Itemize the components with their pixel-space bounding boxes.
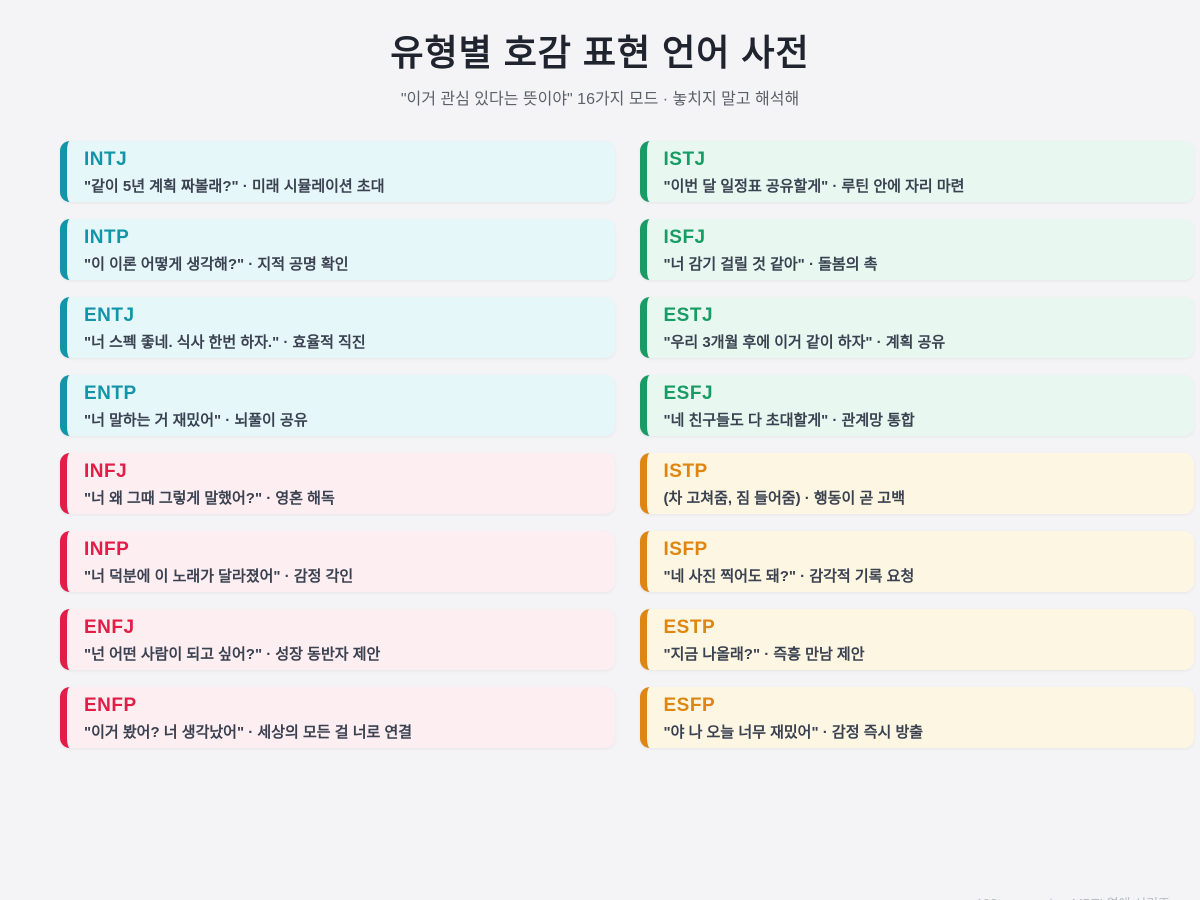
- page-title: 유형별 호감 표현 언어 사전: [390, 32, 810, 73]
- type-label: ENFJ: [84, 617, 135, 638]
- type-card-istj: ISTJ "이번 달 일정표 공유할게" · 루틴 안에 자리 마련: [639, 141, 1194, 202]
- type-card-isfj: ISFJ "너 감기 걸릴 것 같아" · 돌봄의 촉: [639, 219, 1194, 280]
- type-label: INFJ: [84, 461, 128, 482]
- type-card-enfj: ENFJ "넌 어떤 사람이 되고 싶어?" · 성장 동반자 제안: [60, 609, 615, 670]
- type-card-estp: ESTP "지금 나올래?" · 즉흥 만남 제안: [639, 609, 1194, 670]
- type-description: "너 왜 그때 그렇게 말했어?" · 영혼 해독: [84, 489, 335, 507]
- type-description: "야 나 오늘 너무 재밌어" · 감정 즉시 방출: [663, 723, 924, 741]
- type-card-grid: INTJ "같이 5년 계획 짜볼래?" · 미래 시뮬레이션 초대 INTP …: [60, 141, 1194, 748]
- type-card-enfp: ENFP "이거 봤어? 너 생각났어" · 세상의 모든 걸 너로 연결: [60, 687, 615, 748]
- type-description: (차 고쳐줌, 짐 들어줌) · 행동이 곧 고백: [663, 489, 906, 507]
- type-label: ESFJ: [663, 383, 714, 404]
- type-label: ENTP: [84, 383, 137, 404]
- type-card-isfp: ISFP "네 사진 찍어도 돼?" · 감각적 기록 요청: [639, 531, 1194, 592]
- type-description: "너 덕분에 이 노래가 달라졌어" · 감정 각인: [84, 567, 354, 585]
- type-label: INFP: [84, 539, 130, 560]
- type-label: ISTP: [663, 461, 708, 482]
- type-label: ISFJ: [663, 227, 706, 248]
- type-card-infj: INFJ "너 왜 그때 그렇게 말했어?" · 영혼 해독: [60, 453, 615, 514]
- type-card-entp: ENTP "너 말하는 거 재밌어" · 뇌풀이 공유: [60, 375, 615, 436]
- type-label: ISTJ: [663, 149, 706, 170]
- type-description: "이번 달 일정표 공유할게" · 루틴 안에 자리 마련: [663, 177, 965, 195]
- infographic-page: 유형별 호감 표현 언어 사전 "이거 관심 있다는 뜻이야" 16가지 모드 …: [0, 24, 1200, 900]
- column-left: INTJ "같이 5년 계획 짜볼래?" · 미래 시뮬레이션 초대 INTP …: [60, 141, 615, 748]
- type-label: ENFP: [84, 695, 137, 716]
- type-description: "너 말하는 거 재밌어" · 뇌풀이 공유: [84, 411, 308, 429]
- page-subtitle: "이거 관심 있다는 뜻이야" 16가지 모드 · 놓치지 말고 해석해: [400, 91, 800, 108]
- type-card-estj: ESTJ "우리 3개월 후에 이거 같이 하자" · 계획 공유: [639, 297, 1194, 358]
- type-description: "네 친구들도 다 초대할게" · 관계망 통합: [663, 411, 915, 429]
- type-label: INTP: [84, 227, 130, 248]
- type-description: "지금 나올래?" · 즉흥 만남 제안: [663, 645, 865, 663]
- type-card-intp: INTP "이 이론 어떻게 생각해?" · 지적 공명 확인: [60, 219, 615, 280]
- type-card-intj: INTJ "같이 5년 계획 짜볼래?" · 미래 시뮬레이션 초대: [60, 141, 615, 202]
- type-description: "같이 5년 계획 짜볼래?" · 미래 시뮬레이션 초대: [84, 177, 385, 195]
- type-label: INTJ: [84, 149, 128, 170]
- type-label: ESFP: [663, 695, 716, 716]
- type-description: "이거 봤어? 너 생각났어" · 세상의 모든 걸 너로 연결: [84, 723, 413, 741]
- type-card-esfj: ESFJ "네 친구들도 다 초대할게" · 관계망 통합: [639, 375, 1194, 436]
- type-label: ISFP: [663, 539, 708, 560]
- type-label: ESTP: [663, 617, 716, 638]
- type-card-entj: ENTJ "너 스펙 좋네. 식사 한번 하자." · 효율적 직진: [60, 297, 615, 358]
- type-description: "너 감기 걸릴 것 같아" · 돌봄의 촉: [663, 255, 878, 273]
- type-description: "네 사진 찍어도 돼?" · 감각적 기록 요청: [663, 567, 915, 585]
- type-label: ENTJ: [84, 305, 135, 326]
- type-description: "이 이론 어떻게 생각해?" · 지적 공명 확인: [84, 255, 349, 273]
- type-label: ESTJ: [663, 305, 714, 326]
- footer-credit: 192types.co.kr · MBTI 연애 시리즈: [976, 893, 1170, 900]
- type-card-infp: INFP "너 덕분에 이 노래가 달라졌어" · 감정 각인: [60, 531, 615, 592]
- type-card-esfp: ESFP "야 나 오늘 너무 재밌어" · 감정 즉시 방출: [639, 687, 1194, 748]
- type-description: "너 스펙 좋네. 식사 한번 하자." · 효율적 직진: [84, 333, 366, 351]
- type-description: "넌 어떤 사람이 되고 싶어?" · 성장 동반자 제안: [84, 645, 381, 663]
- type-description: "우리 3개월 후에 이거 같이 하자" · 계획 공유: [663, 333, 946, 351]
- type-card-istp: ISTP (차 고쳐줌, 짐 들어줌) · 행동이 곧 고백: [639, 453, 1194, 514]
- column-right: ISTJ "이번 달 일정표 공유할게" · 루틴 안에 자리 마련 ISFJ …: [639, 141, 1194, 748]
